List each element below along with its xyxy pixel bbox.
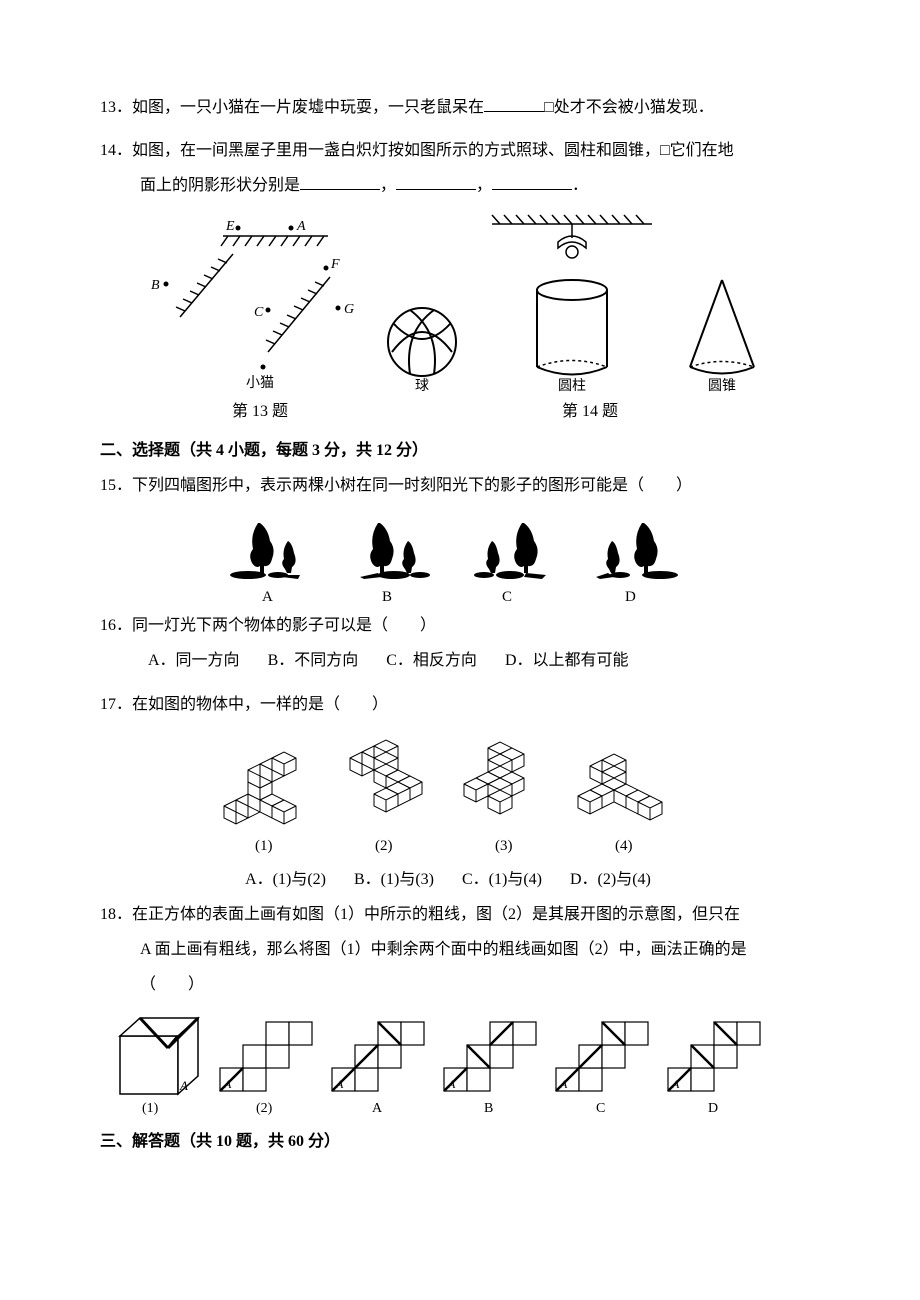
q17-sub-3: (3) (495, 838, 513, 854)
q18-line3: （ ） (100, 967, 820, 1002)
q14-line2-container: 面上的阴影形状分别是 ， ， ． (100, 168, 820, 203)
q13-text-before: 如图，一只小猫在一片废墟中玩耍，一只老鼠呆在 (132, 99, 484, 116)
q18-line2: A 面上画有粗线，那么将图（1）中剩余两个面中的粗线画如图（2）中，画法正确的是 (100, 932, 820, 967)
caption-row-13-14: 第 13 题第 14 题 (100, 394, 820, 429)
q18-netC-A: A (559, 1077, 568, 1091)
q17-number: 17． (100, 696, 132, 713)
q15-opt-A: A (262, 589, 273, 605)
q17-opt-D: D．(2)与(4) (570, 862, 651, 897)
q14-end: ． (572, 177, 588, 194)
section-3-title: 三、解答题（共 10 题，共 60 分） (100, 1124, 820, 1159)
q17-options: A．(1)与(2) B．(1)与(3) C．(1)与(4) D．(2)与(4) (100, 862, 820, 897)
fig13-label-B: B (151, 278, 160, 293)
q18-number: 18． (100, 906, 132, 923)
fig13-label-E: E (225, 219, 235, 234)
q17-opt-B: B．(1)与(3) (354, 862, 434, 897)
fig13-label-F: F (330, 257, 340, 272)
q14-line2-before: 面上的阴影形状分别是 (140, 177, 300, 194)
fig14-label-cone: 圆锥 (708, 378, 736, 392)
q18-sub-D: D (708, 1101, 718, 1116)
q14-blank-3 (492, 174, 572, 190)
figure-14-svg: 球 圆柱 圆锥 (372, 212, 792, 392)
q18-netB-A: A (447, 1077, 456, 1091)
q16-number: 16． (100, 617, 132, 634)
section-2-title: 二、选择题（共 4 小题，每题 3 分，共 12 分） (100, 433, 820, 468)
q15-opt-D: D (625, 589, 636, 605)
q15-opt-C: C (502, 589, 512, 605)
q18-figure-row: A A A (100, 1010, 820, 1120)
question-16: 16．同一灯光下两个物体的影子可以是（ ） A．同一方向 B．不同方向 C．相反… (100, 608, 820, 678)
fig14-caption: 第 14 题 (390, 394, 790, 429)
fig13-label-A: A (296, 219, 306, 234)
q13-blank (484, 96, 544, 112)
q16-options: A．同一方向 B．不同方向 C．相反方向 D．以上都有可能 (100, 643, 820, 678)
figure-13-svg: E A B F C G 小猫 (128, 212, 368, 392)
q18-cube-A: A (179, 1078, 188, 1093)
q17-opt-C: C．(1)与(4) (462, 862, 542, 897)
q16-opt-D: D．以上都有可能 (505, 643, 629, 678)
q14-sep-1: ， (380, 177, 396, 194)
q16-opt-A: A．同一方向 (148, 643, 240, 678)
q18-sub-2: (2) (256, 1101, 273, 1116)
q14-blank-2 (396, 174, 476, 190)
question-17: 17．在如图的物体中，一样的是（ ） (100, 687, 820, 722)
q14-line1: 如图，在一间黑屋子里用一盏白炽灯按如图所示的方式照球、圆柱和圆锥，□它们在地 (132, 142, 734, 159)
q14-blank-1 (300, 174, 380, 190)
q16-opt-B: B．不同方向 (268, 643, 359, 678)
q18-netA-A: A (335, 1077, 344, 1091)
q13-text-after: □处才不会被小猫发现． (544, 99, 714, 116)
q15-opt-B: B (382, 589, 392, 605)
question-13: 13．如图，一只小猫在一片废墟中玩耍，一只老鼠呆在 □处才不会被小猫发现． (100, 90, 820, 125)
fig14-label-ball: 球 (415, 378, 429, 392)
q13-number: 13． (100, 99, 132, 116)
q18-sub-A: A (372, 1101, 383, 1116)
q15-svg: A B C D (220, 511, 700, 606)
q17-text: 在如图的物体中，一样的是（ ） (132, 696, 388, 713)
q16-opt-C: C．相反方向 (386, 643, 477, 678)
q17-svg: (1) (2) (3) (4) (210, 730, 710, 860)
q18-sub-1: (1) (142, 1101, 159, 1116)
q14-sep-2: ， (476, 177, 492, 194)
figure-row-13-14: E A B F C G 小猫 (100, 212, 820, 392)
q15-number: 15． (100, 477, 132, 494)
q18-netD-A: A (671, 1077, 680, 1091)
fig14-label-cylinder: 圆柱 (558, 378, 586, 392)
question-14: 14．如图，在一间黑屋子里用一盏白炽灯按如图所示的方式照球、圆柱和圆锥，□它们在… (100, 133, 820, 203)
q18-line1: 在正方体的表面上画有如图（1）中所示的粗线，图（2）是其展开图的示意图，但只在 (132, 906, 740, 923)
fig13-label-cat: 小猫 (246, 375, 274, 391)
q14-number: 14． (100, 142, 132, 159)
q18-svg: A A A (110, 1010, 810, 1120)
q17-sub-1: (1) (255, 838, 273, 854)
q17-opt-A: A．(1)与(2) (245, 862, 326, 897)
question-15: 15．下列四幅图形中，表示两棵小树在同一时刻阳光下的影子的图形可能是（ ） (100, 468, 820, 503)
q17-figure-row: (1) (2) (3) (4) (100, 730, 820, 860)
q18-sub-C: C (596, 1101, 605, 1116)
fig13-caption: 第 13 题 (130, 394, 390, 429)
question-18: 18．在正方体的表面上画有如图（1）中所示的粗线，图（2）是其展开图的示意图，但… (100, 897, 820, 1003)
fig13-label-G: G (344, 302, 354, 317)
fig13-label-C: C (254, 305, 264, 320)
q15-figure-row: A B C D (100, 511, 820, 606)
q18-sub-B: B (484, 1101, 493, 1116)
q16-text: 同一灯光下两个物体的影子可以是（ ） (132, 617, 436, 634)
q15-text: 下列四幅图形中，表示两棵小树在同一时刻阳光下的影子的图形可能是（ ） (132, 477, 692, 494)
q17-sub-2: (2) (375, 838, 393, 854)
q18-net2-A: A (223, 1077, 232, 1091)
q17-sub-4: (4) (615, 838, 633, 854)
